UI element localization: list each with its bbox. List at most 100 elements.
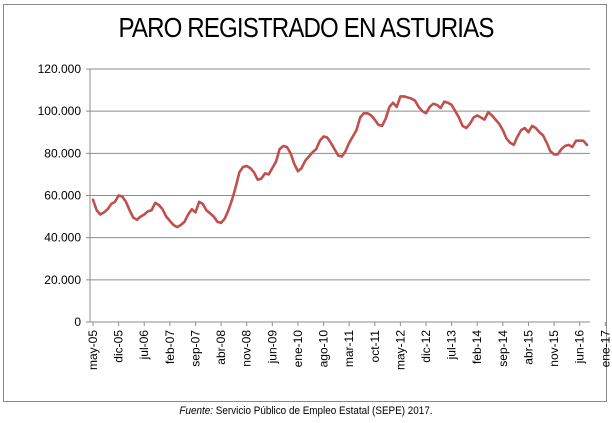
data-point [524,127,525,128]
x-tick-label: ene-10 [291,330,305,368]
data-point [521,130,522,131]
data-point [297,171,298,172]
data-point [118,195,119,196]
source-text: Servicio Público de Empleo Estatal (SEPE… [215,405,433,417]
data-point [114,201,115,202]
x-tick-label: mar-11 [342,330,356,367]
x-tick-label: jun-09 [265,330,279,365]
data-point [528,132,529,133]
data-point [392,102,393,103]
source-note: Fuente: Servicio Público de Empleo Estat… [31,405,582,417]
data-point [239,172,240,173]
gridlines [90,68,590,281]
data-point [184,221,185,222]
data-point [433,103,434,104]
data-point [535,127,536,128]
y-tick-label: 0 [74,315,81,329]
data-point [480,117,481,118]
data-point [151,210,152,211]
x-tick-label: may-12 [393,330,407,370]
data-point [250,167,251,168]
data-point [371,115,372,116]
data-point [147,211,148,212]
data-point [572,146,573,147]
x-tick-label: feb-07 [163,330,177,364]
data-point [510,142,511,143]
data-point [316,149,317,150]
x-tick-label: feb-14 [470,330,484,364]
chart-frame [3,4,607,402]
data-point [349,142,350,143]
data-point [257,179,258,180]
y-axis-ticks: 0 20.000 40.000 60.000 80.000 100.000 120.000 [38,62,90,329]
data-point [400,96,401,97]
data-point [462,125,463,126]
data-point [261,178,262,179]
data-point [539,132,540,133]
x-tick-label: sep-14 [496,330,510,367]
data-point [506,138,507,139]
data-point [414,100,415,101]
y-tick-label: 60.000 [44,189,81,203]
data-point [517,136,518,137]
x-tick-label: dic-05 [112,330,126,363]
y-tick-label: 100.000 [38,104,82,118]
data-point [319,140,320,141]
data-point [180,224,181,225]
x-tick-label: abr-15 [521,330,535,365]
data-point [385,118,386,119]
data-point [290,153,291,154]
data-point [396,106,397,107]
data-point [275,161,276,162]
data-point [169,220,170,221]
data-point [323,136,324,137]
data-point [583,140,584,141]
x-tick-label: oct-11 [368,330,382,363]
data-point [586,144,587,145]
data-point [162,209,163,210]
data-point [301,167,302,168]
data-point [488,112,489,113]
x-tick-label: jun-16 [573,330,587,365]
series-line [91,95,589,229]
data-point [286,146,287,147]
data-point [334,149,335,150]
data-point [125,201,126,202]
data-point [469,123,470,124]
data-point [136,219,137,220]
data-point [144,214,145,215]
data-point [133,217,134,218]
data-point [92,199,93,200]
chart-title: PARO REGISTRADO EN ASTURIAS [118,12,494,43]
data-point [235,186,236,187]
data-point [436,104,437,105]
x-tick-label: nov-15 [547,330,561,367]
data-point [550,151,551,152]
data-point [242,166,243,167]
source-label: Fuente: [179,405,214,417]
data-point [294,163,295,164]
y-tick-label: 40.000 [44,231,81,245]
data-point [513,144,514,145]
data-point [103,212,104,213]
data-point [575,140,576,141]
data-point [228,210,229,211]
data-point [502,130,503,131]
data-point [213,216,214,217]
data-point [455,111,456,112]
data-point [367,113,368,114]
y-tick-label: 120.000 [38,62,82,76]
data-point [155,202,156,203]
data-point [440,107,441,108]
data-point [491,115,492,116]
data-point [191,209,192,210]
x-tick-label: sep-07 [188,330,202,367]
data-point [451,104,452,105]
data-point [378,124,379,125]
data-point [568,144,569,145]
data-point [447,102,448,103]
x-tick-label: abr-08 [214,330,228,365]
data-point [579,140,580,141]
data-point [202,203,203,204]
